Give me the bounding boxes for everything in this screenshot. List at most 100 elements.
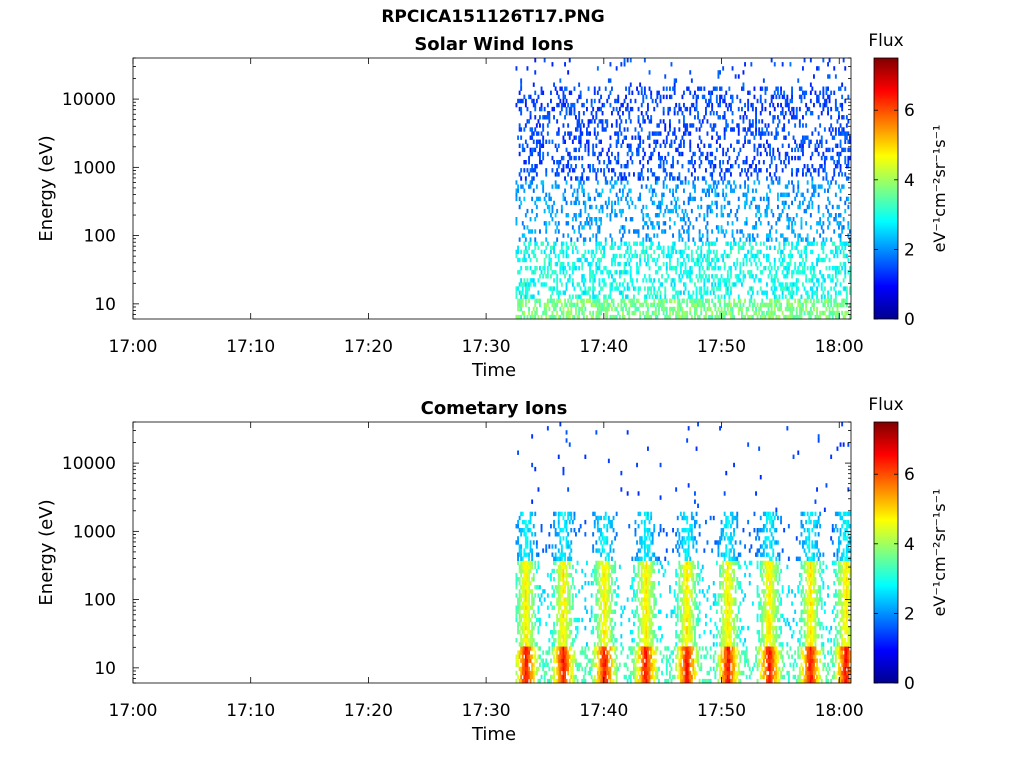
heatmap-cell [576,617,579,623]
heatmap-cell [791,155,793,161]
heatmap-cell [767,184,770,189]
y-tick-label: 10000 [62,90,116,110]
heatmap-cell [719,86,721,91]
heatmap-cell [795,106,798,112]
heatmap-cell [756,98,759,104]
heatmap-cell [634,249,637,255]
heatmap-cell [551,593,554,598]
heatmap-cell [769,302,771,308]
heatmap-cell [590,111,593,116]
heatmap-cell [775,135,778,140]
heatmap-cell [609,548,612,553]
heatmap-cell [565,536,568,541]
heatmap-cell [609,572,612,578]
heatmap-cell [662,245,665,250]
heatmap-cell [756,151,759,157]
heatmap-cell [747,168,750,173]
heatmap-cell [775,286,778,291]
heatmap-cell [653,290,656,295]
heatmap-cell [686,229,689,234]
heatmap-cell [557,556,560,561]
heatmap-cell [730,106,732,112]
heatmap-cell [817,253,820,259]
heatmap-cell [640,168,643,173]
heatmap-cell [623,302,626,308]
heatmap-cell [817,298,820,303]
heatmap-cell [708,249,710,255]
heatmap-cell [695,274,698,279]
heatmap-cell [529,670,532,676]
heatmap-cell [789,111,792,116]
heatmap-cell [579,257,582,263]
heatmap-cell [526,654,529,659]
heatmap-cell [651,302,654,308]
heatmap-cell [517,605,519,610]
heatmap-cell [836,151,839,157]
heatmap-cell [589,131,591,136]
heatmap-cell [698,86,701,91]
heatmap-cell [823,302,826,308]
heatmap-cell [573,617,576,623]
heatmap-cell [773,135,776,140]
heatmap-cell [772,147,775,153]
heatmap-cell [531,127,534,132]
heatmap-cell [557,642,560,647]
heatmap-cell [715,213,718,218]
heatmap-cell [521,577,524,582]
heatmap-cell [659,294,662,299]
heatmap-cell [542,274,545,279]
heatmap-cell [529,127,532,132]
heatmap-cell [565,86,568,91]
heatmap-cell [669,306,671,312]
heatmap-cell [714,282,717,287]
heatmap-cell [634,302,637,308]
heatmap-cell [647,257,649,263]
heatmap-cell [579,306,582,312]
heatmap-cell [612,184,615,189]
heatmap-cell [805,274,808,279]
heatmap-cell [778,151,781,157]
heatmap-cell [603,306,606,312]
heatmap-cell [628,241,631,246]
heatmap-cell [584,200,587,206]
heatmap-cell [737,274,740,279]
heatmap-cell [747,188,750,193]
heatmap-cell [823,164,826,169]
heatmap-cell [717,225,720,230]
heatmap-cell [607,609,610,614]
heatmap-cell [531,294,534,299]
heatmap-cell [568,621,571,627]
heatmap-cell [562,646,565,651]
heatmap-cell [598,139,601,144]
heatmap-cell [803,196,806,202]
heatmap-cell [689,70,692,75]
colorbar-units-label: eV⁻¹cm⁻²sr⁻¹s⁻¹ [930,125,949,253]
heatmap-cell [647,115,649,120]
heatmap-cell [730,302,732,308]
heatmap-cell [728,278,731,283]
heatmap-cell [802,143,804,148]
heatmap-cell [780,282,782,287]
heatmap-cell [808,310,811,316]
heatmap-cell [520,564,523,570]
heatmap-cell [802,200,804,206]
heatmap-cell [615,143,618,148]
heatmap-cell [562,621,565,627]
heatmap-cell [814,168,817,173]
heatmap-cell [598,98,601,104]
heatmap-cell [623,261,626,267]
heatmap-cell [678,298,681,303]
heatmap-cell [570,306,573,312]
heatmap-cell [830,115,833,120]
heatmap-cell [842,217,845,222]
heatmap-cell [708,245,710,250]
heatmap-cell [741,245,743,250]
heatmap-cell [827,208,829,214]
heatmap-cell [670,62,673,67]
heatmap-cell [811,192,814,197]
heatmap-cell [595,581,598,586]
heatmap-cell [582,274,585,279]
heatmap-cell [617,160,620,165]
heatmap-cell [659,290,662,295]
heatmap-cell [524,646,527,651]
